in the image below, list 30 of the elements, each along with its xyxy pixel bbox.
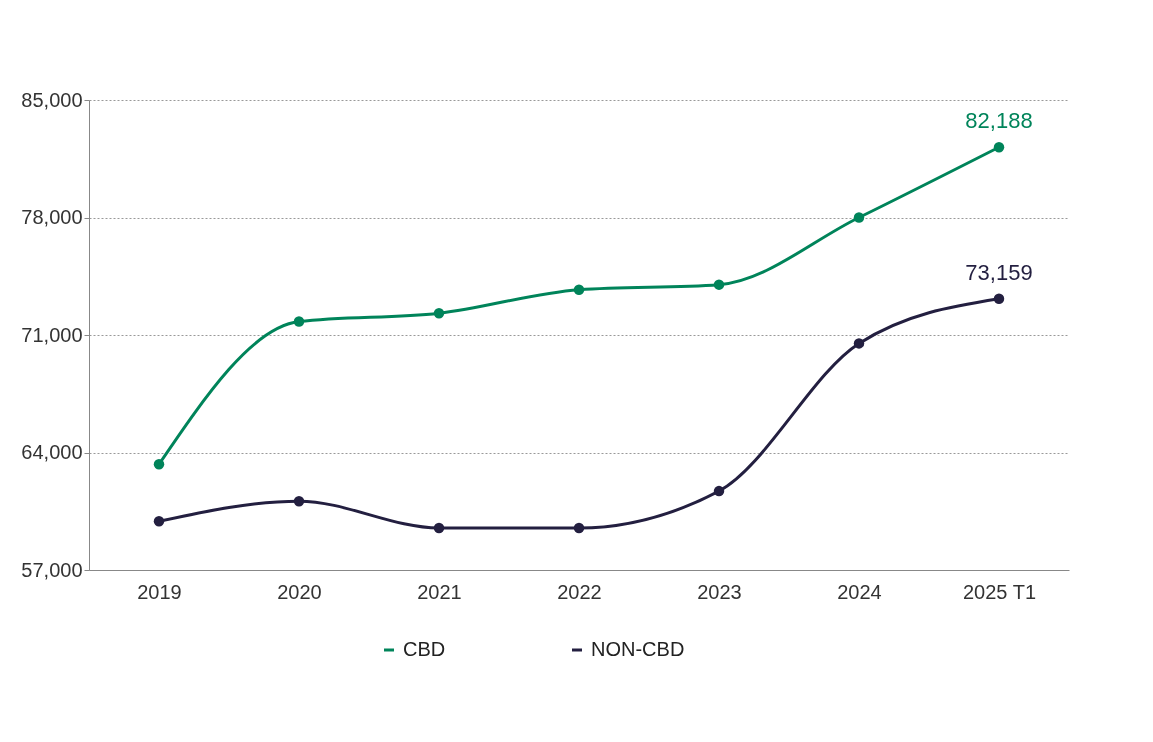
point (293, 495, 305, 507)
data-label: 73,159 (965, 259, 1033, 285)
point (853, 212, 865, 223)
point (293, 316, 305, 327)
y-tick-label: 57,000 (21, 558, 83, 581)
x-tick-label: 2025 T1 (962, 580, 1037, 603)
point (713, 279, 725, 290)
legend-label: CBD (403, 638, 446, 660)
x-tick-label: 2023 (697, 580, 742, 603)
point (573, 284, 585, 295)
x-tick-label: 2020 (277, 580, 322, 603)
point (713, 485, 725, 497)
point (153, 459, 165, 470)
point (993, 293, 1005, 304)
point (853, 338, 865, 349)
y-tick-label: 71,000 (21, 323, 83, 346)
x-tick-label: 2022 (557, 580, 602, 603)
data-label: 82,188 (965, 108, 1033, 134)
x-tick-label: 2019 (137, 580, 182, 603)
point (433, 522, 445, 534)
point (573, 522, 585, 534)
legend-label: NON-CBD (591, 638, 685, 660)
point (433, 307, 445, 319)
y-tick-label: 85,000 (21, 88, 83, 111)
point (153, 516, 165, 527)
point (993, 141, 1005, 153)
y-tick-label: 64,000 (21, 441, 83, 463)
x-tick-label: 2024 (837, 580, 882, 603)
x-tick-label: 2021 (417, 580, 462, 603)
y-tick-label: 78,000 (21, 206, 83, 228)
